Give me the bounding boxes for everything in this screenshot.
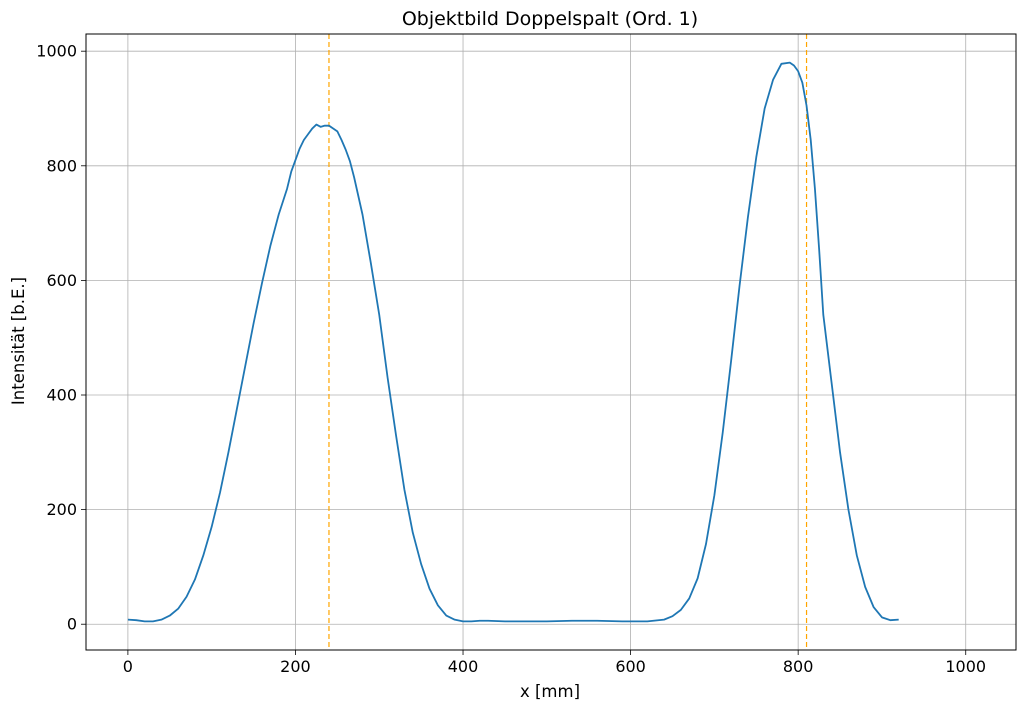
y-tick-label: 800: [46, 156, 77, 175]
x-axis-label: x [mm]: [520, 682, 580, 701]
x-tick-label: 0: [123, 657, 133, 676]
x-tick-label: 200: [280, 657, 311, 676]
reference-lines: [328, 34, 808, 650]
y-tick-label: 400: [46, 386, 77, 405]
y-axis: 0 200 400 600 800 1000: [36, 42, 86, 634]
grid: [86, 34, 1016, 650]
series-line: [127, 61, 899, 623]
y-tick-label: 1000: [36, 42, 77, 61]
y-tick-label: 600: [46, 271, 77, 290]
series-group: [127, 61, 899, 623]
x-tick-label: 1000: [945, 657, 986, 676]
x-tick-label: 400: [448, 657, 479, 676]
chart-title: Objektbild Doppelspalt (Ord. 1): [402, 8, 698, 30]
x-tick-label: 800: [783, 657, 814, 676]
y-axis-label: Intensität [b.E.]: [9, 277, 28, 405]
y-tick-label: 200: [46, 500, 77, 519]
x-axis: 0 200 400 600 800 1000: [123, 650, 986, 676]
y-tick-label: 0: [67, 615, 77, 634]
x-tick-label: 600: [615, 657, 646, 676]
plot-frame: [85, 33, 1017, 651]
